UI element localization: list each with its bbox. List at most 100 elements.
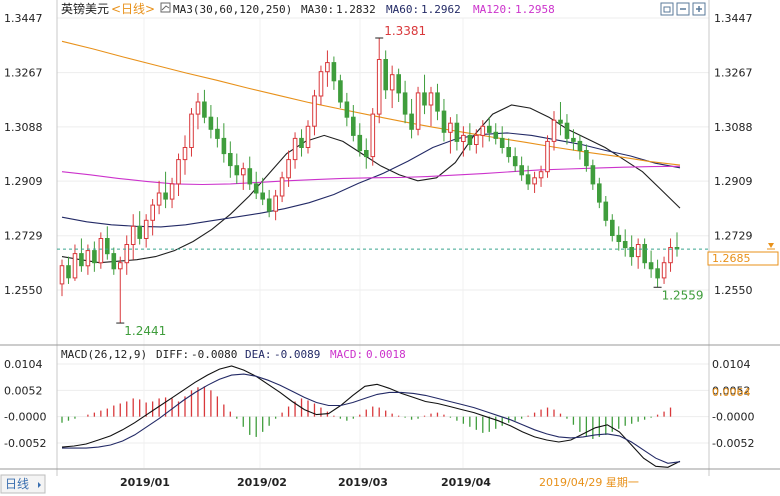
macd-tick-right: -0.0052 (712, 437, 754, 450)
candle-body (176, 159, 181, 185)
candle (169, 177, 175, 209)
candle (422, 74, 427, 115)
candle (551, 111, 557, 151)
candle (577, 135, 583, 160)
candle (396, 68, 401, 102)
candle (571, 129, 576, 151)
macd-tick-left: -0.0052 (4, 437, 46, 450)
candle (221, 123, 227, 163)
candle (150, 199, 155, 236)
play-arrow-icon (38, 482, 41, 488)
candle-body (538, 171, 544, 179)
legend-square-icon (160, 2, 171, 13)
macd-tick-right: 0.0104 (712, 358, 751, 371)
ma120-value: 1.2958 (515, 3, 555, 16)
macd-tick-left: 0.0052 (4, 384, 43, 397)
candle-body (143, 219, 149, 240)
candle (195, 92, 201, 130)
candle (305, 120, 311, 154)
candle (253, 171, 259, 200)
candle-body (597, 183, 602, 203)
candle-body (318, 71, 324, 97)
candle-body (376, 59, 382, 115)
candle (266, 189, 272, 218)
candle-body (299, 137, 304, 148)
candle-body (215, 128, 220, 139)
candle-body (577, 140, 583, 151)
macd-value: 0.0018 (366, 348, 406, 361)
period-button[interactable]: 日线 (0, 474, 46, 494)
candle (111, 247, 117, 275)
candle (325, 50, 330, 87)
candle (202, 89, 207, 124)
candle-body (441, 110, 447, 133)
zoom-in-icon[interactable] (692, 2, 706, 16)
candle (480, 120, 486, 148)
candle-body (351, 116, 356, 136)
candle (493, 123, 499, 145)
candle-body (195, 101, 201, 115)
candle (435, 83, 440, 121)
candle-body (461, 134, 466, 142)
low-label: 1.2441 (124, 324, 166, 338)
month-label-mar: 2019/03 (338, 476, 388, 489)
candle-body (79, 253, 84, 267)
candle-body (506, 147, 511, 158)
candle (59, 259, 65, 297)
candle (506, 138, 511, 163)
candle (590, 159, 596, 190)
price-axis-left: 1.3447 1.3267 1.3088 1.2909 1.2729 1.2550 (4, 12, 43, 297)
macd-legend: MACD(26,12,9) DIFF: -0.0080 DEA: -0.0089… (61, 348, 406, 361)
price-axis-right: 1.3447 1.3267 1.3088 1.2909 1.2729 1.2550 (714, 12, 753, 297)
candle-body (480, 125, 486, 136)
price-tick-right: 1.3088 (714, 121, 753, 134)
candle-body (454, 122, 460, 142)
macd-dea-line (62, 373, 681, 464)
candle-body (474, 134, 479, 145)
candle-body (182, 147, 188, 161)
price-tick-left: 1.3088 (4, 121, 43, 134)
candle-body (338, 80, 343, 103)
ma30-value: 1.2832 (336, 3, 376, 16)
candle-body (253, 183, 259, 194)
macd-axis-right: 0.0104 0.0052 -0.0000 -0.0052 (712, 358, 754, 450)
diff-value: -0.0080 (191, 348, 237, 361)
price-tick-right: 1.3267 (714, 67, 753, 80)
candle-body (221, 137, 227, 155)
header-legend: 英镑美元 <日线> MA3(30,60,120,250) MA30: 1.283… (61, 1, 555, 16)
candle (558, 101, 563, 136)
zoom-out-icon[interactable] (676, 2, 690, 16)
high-annotation: 1.3381 (375, 24, 426, 39)
candle (616, 226, 622, 251)
candle-body (234, 165, 240, 176)
macd-axis-left: 0.0104 0.0052 -0.0000 -0.0052 (4, 358, 46, 450)
ma-legend-group: MA3(30,60,120,250) MA30: 1.2832 MA60: 1.… (160, 2, 555, 16)
ma-legend-name: MA3(30,60,120,250) (173, 3, 292, 16)
time-axis: 2019/01 2019/02 2019/03 2019/04 2019/04/… (120, 476, 639, 489)
candle (260, 177, 265, 206)
candle-body (435, 92, 440, 112)
candle (357, 123, 363, 157)
candle (331, 56, 337, 90)
restore-window-icon[interactable] (660, 2, 674, 16)
candle (85, 244, 91, 275)
candle-body (402, 92, 408, 115)
ma-line-ma30 (61, 104, 681, 264)
candle-body (545, 140, 550, 173)
candlesticks (59, 38, 680, 324)
candle-body (364, 150, 369, 158)
candle (208, 105, 214, 139)
candle (189, 108, 194, 157)
candle-body (396, 74, 401, 94)
candle (474, 129, 479, 154)
dea-value: -0.0089 (274, 348, 320, 361)
candle (441, 98, 447, 142)
candle-body (130, 225, 136, 246)
candle-body (389, 74, 395, 91)
candle-body (325, 62, 330, 73)
candle (299, 129, 304, 157)
macd-tick-left: 0.0104 (4, 358, 43, 371)
candle-body (150, 204, 155, 221)
candle (610, 214, 615, 242)
dea-label: DEA: (245, 348, 272, 361)
